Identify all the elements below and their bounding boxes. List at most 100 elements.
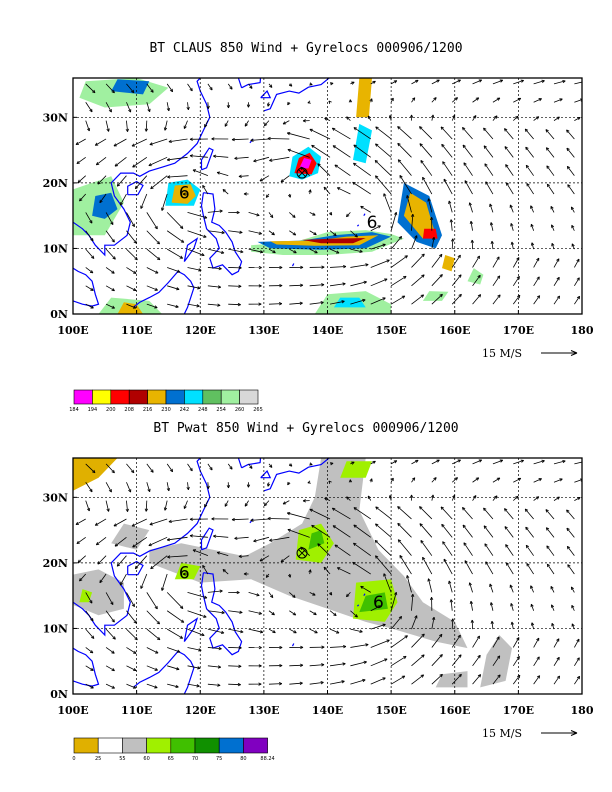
colorbar-label: 216: [143, 407, 153, 413]
wind-vector: [353, 127, 371, 140]
x-tick-label: 100E: [57, 704, 88, 717]
wind-arrowhead: [166, 107, 171, 112]
colorbar-label: 184: [69, 407, 79, 413]
x-tick-label: 180: [571, 324, 594, 337]
wind-vector: [202, 565, 209, 575]
wind-vector: [309, 284, 325, 287]
wind-arrowhead: [189, 87, 193, 92]
wind-vector: [451, 254, 461, 268]
wind-vector: [350, 248, 363, 253]
wind-arrowhead: [155, 270, 159, 274]
wind-arrowhead: [163, 507, 168, 511]
wind-vector: [512, 276, 520, 287]
wind-arrowhead: [556, 276, 560, 281]
wind-vector: [464, 180, 473, 195]
wind-arrowhead: [313, 232, 317, 236]
wind-vector: [228, 683, 241, 686]
wind-arrowhead: [516, 637, 520, 641]
wind-arrowhead: [238, 554, 242, 558]
wind-vector: [492, 674, 501, 685]
wind-arrowhead: [176, 269, 181, 273]
wind-vector: [105, 463, 115, 474]
wind-arrowhead: [226, 485, 231, 489]
wind-vector: [353, 144, 371, 158]
wind-vector: [370, 677, 386, 685]
wind-arrowhead: [186, 106, 190, 111]
wind-arrowhead: [515, 115, 519, 120]
wind-arrowhead: [439, 633, 443, 638]
wind-arrowhead: [309, 82, 313, 86]
y-tick-label: 0N: [50, 688, 68, 701]
wind-arrowhead: [485, 181, 489, 185]
wind-arrowhead: [430, 114, 435, 118]
wind-arrowhead: [526, 183, 530, 187]
wind-arrowhead: [216, 171, 221, 175]
wind-arrowhead: [213, 534, 217, 538]
wind-arrowhead: [144, 128, 149, 132]
wind-arrowhead: [353, 162, 357, 166]
wind-vector: [253, 536, 270, 542]
wind-vector: [567, 564, 575, 575]
wind-arrowhead: [95, 162, 100, 166]
wind-vector: [146, 102, 151, 112]
wind-vector: [431, 459, 440, 465]
wind-arrowhead: [427, 198, 431, 202]
wind-vector: [574, 657, 580, 667]
wind-vector: [399, 555, 412, 575]
wind-arrowhead: [90, 237, 94, 242]
wind-arrowhead: [154, 667, 158, 671]
colorbar-swatch: [170, 737, 196, 754]
wind-arrowhead: [443, 558, 447, 563]
wind-arrowhead: [335, 630, 340, 634]
wind-vector: [419, 506, 433, 520]
wind-vector: [268, 212, 274, 218]
wind-arrowhead: [525, 526, 529, 531]
wind-arrowhead: [92, 469, 96, 474]
wind-arrowhead: [132, 305, 137, 309]
wind-vector: [330, 646, 346, 648]
wind-arrowhead: [439, 253, 443, 258]
wind-vector: [390, 635, 408, 648]
wind-arrowhead: [422, 556, 426, 561]
wind-arrowhead: [360, 585, 364, 590]
wind-vector: [207, 647, 222, 650]
wind-vector: [140, 573, 148, 589]
wind-arrowhead: [397, 126, 401, 130]
wind-arrowhead: [516, 257, 520, 261]
wind-arrowhead: [571, 224, 575, 229]
wind-arrowhead: [192, 549, 197, 553]
wind-vector: [510, 223, 514, 231]
wind-vector: [202, 185, 209, 195]
wind-arrowhead: [468, 582, 472, 586]
wind-vector: [289, 628, 297, 634]
wind-vector: [105, 683, 115, 689]
wind-vector: [451, 673, 462, 685]
wind-arrowhead: [198, 268, 202, 272]
coastline: [241, 458, 262, 469]
wind-arrowhead: [270, 214, 274, 219]
wind-arrowhead: [517, 97, 522, 101]
wind-vector: [422, 557, 433, 575]
wind-vector: [269, 156, 290, 161]
wind-arrowhead: [494, 495, 498, 499]
wind-vector: [329, 663, 346, 667]
wind-vector: [207, 683, 221, 686]
wind-arrowhead: [328, 100, 332, 104]
wind-vector: [483, 127, 494, 140]
wind-arrowhead: [494, 115, 498, 119]
wind-arrowhead: [375, 506, 379, 510]
wind-arrowhead: [167, 555, 171, 559]
wind-vector: [192, 549, 209, 557]
pwat-shading: [308, 530, 325, 550]
wind-arrowhead: [140, 205, 144, 209]
wind-arrowhead: [476, 635, 480, 639]
coastline: [263, 458, 331, 492]
wind-vector: [317, 163, 331, 176]
wind-arrowhead: [161, 587, 165, 591]
wind-vector: [228, 248, 244, 253]
wind-vector: [167, 683, 179, 688]
wind-arrowhead: [249, 465, 253, 469]
wind-arrowhead: [150, 89, 154, 93]
wind-vector: [553, 657, 560, 667]
